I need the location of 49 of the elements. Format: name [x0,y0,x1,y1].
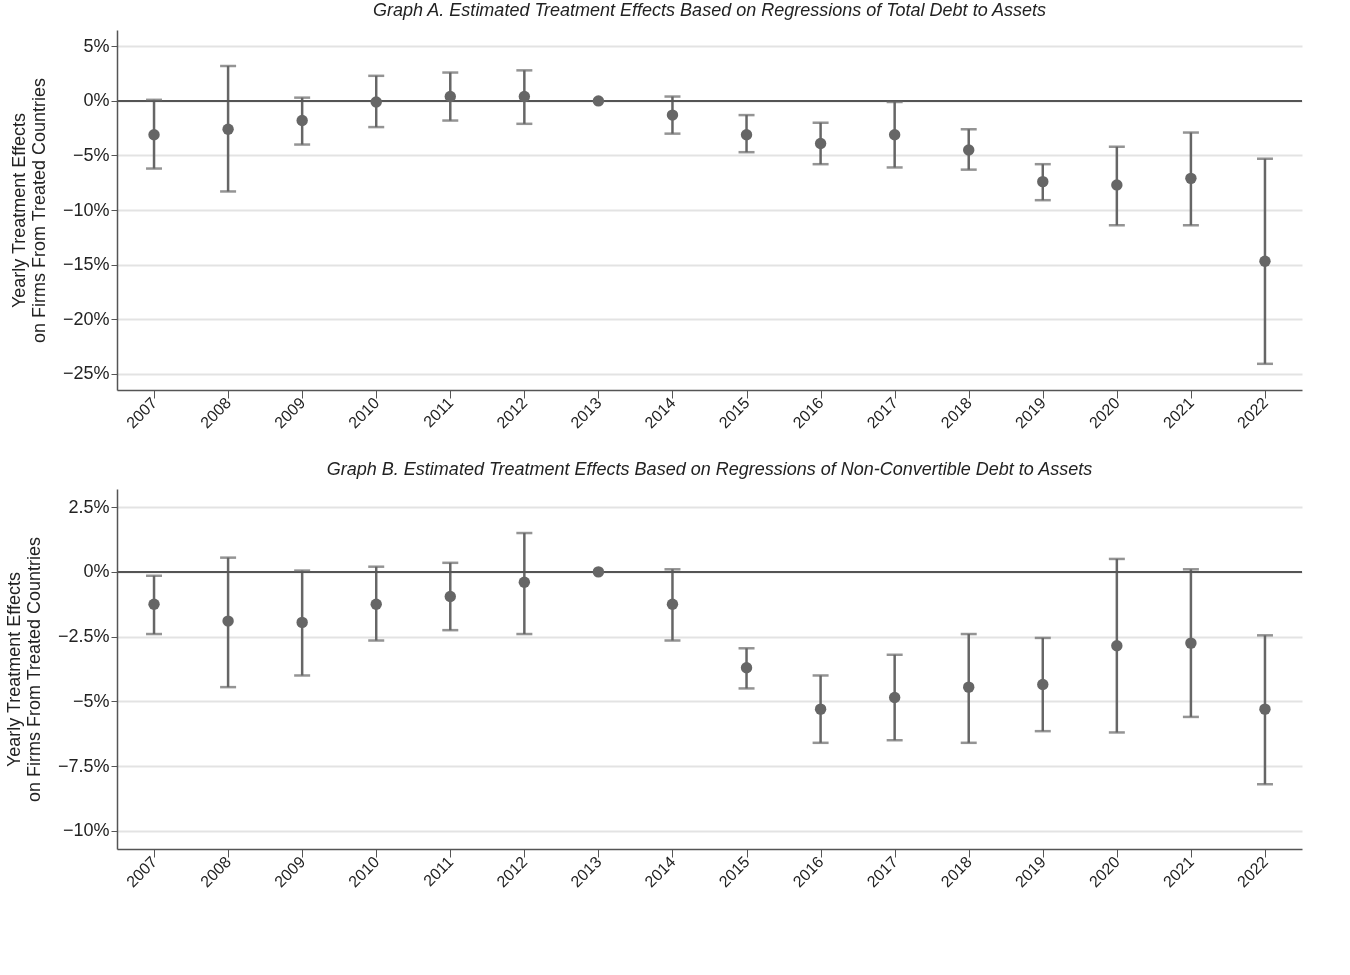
point [1259,703,1271,715]
point [444,90,456,103]
point [592,95,605,107]
y-tick-label: 2.5% [68,496,110,517]
point [1259,255,1271,267]
y-axis-title: Yearly Treatment Effects on Firms From Treated Countries [8,77,49,344]
point [518,576,531,588]
y-tick-label: −15% [62,254,110,275]
point [222,123,234,135]
point [444,590,456,603]
point [814,137,827,150]
point [1185,637,1197,649]
y-tick-label: −2.5% [57,626,110,647]
y-axis-title: Yearly Treatment Effects on Firms From Treated Countries [3,536,44,803]
point [148,129,160,141]
point [1111,640,1123,652]
point [296,616,308,629]
chart-title: Graph A. Estimated Treatment Effects Based on Regressions of Total Debt to Assets [373,0,1046,20]
y-tick-label: 0% [83,561,110,582]
point [1111,179,1123,191]
point [666,598,679,610]
point [740,129,753,141]
point [888,691,901,704]
point [592,566,605,578]
point [888,129,901,141]
point [518,90,531,103]
point [814,703,827,715]
y-tick-label: −5% [72,144,110,165]
y-tick-label: −5% [72,690,110,711]
y-tick-label: 5% [83,35,110,56]
y-tick-label: −20% [62,308,110,329]
point [963,144,975,156]
y-tick-label: −7.5% [57,755,110,776]
point [370,96,382,108]
point [740,662,753,674]
chart-title: Graph B. Estimated Treatment Effects Based on Regressions of Non-Convertible Debt to Assets [326,459,1093,479]
point [1185,172,1197,185]
point [666,109,679,121]
point [370,598,382,610]
point [148,598,160,610]
y-tick-label: −25% [62,363,110,384]
point [1037,175,1049,188]
y-tick-label: −10% [62,820,110,841]
point [963,681,975,693]
y-tick-label: 0% [83,90,110,111]
y-tick-label: −10% [62,199,110,220]
point [296,114,308,127]
point [1037,678,1049,691]
point [222,615,234,627]
